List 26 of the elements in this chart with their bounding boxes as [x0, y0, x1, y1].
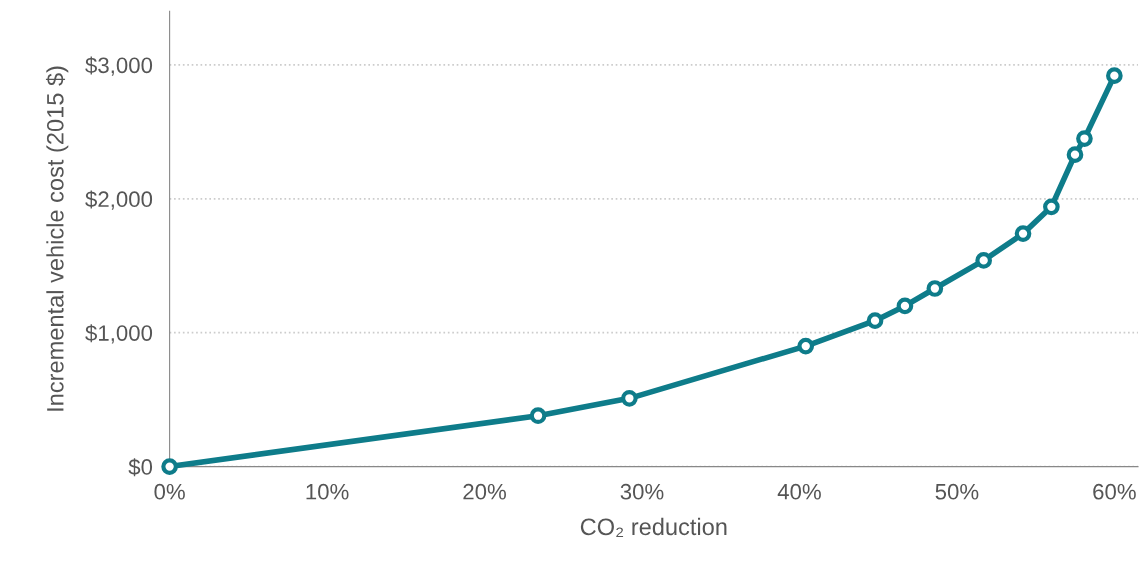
y-tick-label: $2,000	[85, 190, 153, 210]
x-axis-title: CO₂ reduction	[580, 517, 727, 537]
x-tick-label: 0%	[154, 483, 185, 500]
point	[797, 337, 815, 355]
x-tick-label: 50%	[935, 483, 979, 500]
point	[621, 389, 638, 407]
point	[926, 280, 944, 297]
point	[1106, 67, 1123, 84]
x-tick-label: 20%	[463, 483, 506, 500]
point	[1043, 198, 1060, 216]
y-tick-label: $3,000	[85, 56, 153, 76]
y-tick-label: $0	[128, 458, 153, 477]
point	[866, 312, 884, 329]
point	[1076, 130, 1093, 147]
point	[1014, 225, 1032, 242]
x-tick-label: 60%	[1093, 483, 1136, 500]
point	[161, 458, 178, 475]
y-axis-title: Incremental vehicle cost (2015 $)	[45, 66, 69, 411]
x-tick-label: 40%	[777, 483, 821, 500]
point	[975, 252, 993, 269]
x-tick-label: 10%	[306, 483, 349, 500]
point	[1066, 146, 1084, 163]
point	[529, 407, 547, 425]
y-tick-label: $1,000	[85, 324, 153, 344]
point	[896, 297, 914, 315]
x-tick-label: 30%	[620, 483, 664, 500]
